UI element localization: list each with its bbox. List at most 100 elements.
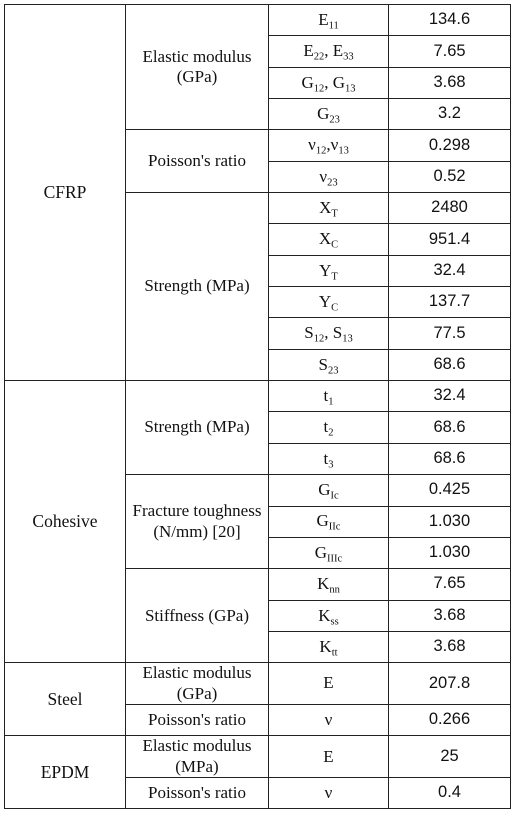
material-group-epdm: EPDM [4, 735, 126, 810]
symbol-base: E [332, 41, 344, 61]
property-value: 0.266 [388, 703, 511, 737]
property-symbol: GIIc [268, 505, 389, 538]
property-value: 68.6 [388, 411, 511, 444]
property-value: 68.6 [388, 348, 511, 382]
property-category: Poisson's ratio [125, 703, 269, 737]
symbol-subscript: 23 [327, 177, 338, 189]
property-category-label: Fracture toughness [132, 501, 262, 521]
symbol-subscript: 13 [345, 83, 356, 95]
property-category: Stiffness (GPa) [125, 568, 269, 664]
symbol-base: G [318, 480, 331, 500]
property-category-label: Elastic modulus [142, 663, 252, 683]
symbol-subscript: ss [330, 616, 339, 628]
symbol-subscript: 13 [342, 334, 353, 346]
table-row: ν23 0.52 [5, 160, 511, 194]
symbol-base: t [323, 417, 329, 437]
material-group-label: Cohesive [32, 511, 98, 532]
table-row: t3 68.6 [5, 442, 511, 476]
symbol-base: E [318, 9, 329, 29]
symbol-base: S [318, 354, 328, 374]
symbol-subscript: 2 [328, 428, 334, 440]
property-category: Elastic modulus (GPa) [125, 3, 269, 131]
symbol-text: , [324, 41, 333, 61]
symbol-base: Y [319, 260, 332, 280]
property-symbol: ν12,ν13 [268, 129, 389, 162]
table-row: Strength (MPa) XT 2480 [5, 192, 511, 382]
material-group-steel: Steel [4, 662, 126, 737]
table-row: XC 951.4 [5, 223, 511, 256]
symbol-text: , [324, 323, 333, 343]
table-row: YT 32.4 [5, 254, 511, 288]
symbol-subscript: C [331, 240, 339, 252]
property-symbol: S12, S13 [268, 317, 389, 350]
symbol-subscript: C [331, 302, 339, 314]
property-value: 0.4 [388, 777, 511, 810]
table-row: GIIIc 1.030 [5, 536, 511, 570]
symbol-base: G [317, 104, 330, 123]
symbol-base: G [314, 542, 328, 562]
property-value: 68.6 [388, 442, 511, 476]
table-row: Cohesive Strength (MPa) t1 32.4 [4, 380, 511, 664]
property-value: 1.030 [388, 505, 511, 538]
property-symbol: ν23 [268, 160, 389, 194]
symbol-text: ν [324, 783, 333, 803]
symbol-base: Y [318, 292, 332, 312]
property-value: 3.2 [388, 98, 511, 131]
table-row: Fracture toughness (N/mm) [20] GIc 0.425 [5, 474, 511, 570]
property-category-label: (GPa) [176, 67, 218, 87]
symbol-subscript: 23 [329, 114, 340, 126]
property-symbol: S23 [268, 348, 389, 382]
symbol-subscript: 12 [315, 146, 327, 158]
table-row: Steel Elastic modulus (GPa) E 207.8 [4, 662, 511, 737]
property-symbol: GIIIc [268, 536, 389, 570]
property-value: 25 [388, 735, 511, 779]
property-symbol: G23 [268, 98, 389, 131]
material-properties-table-container: CFRP Elastic modulus (GPa) E11 134.6 E22, E33… [4, 3, 511, 810]
property-category: Strength (MPa) [125, 192, 269, 382]
property-value: 7.65 [388, 35, 511, 68]
symbol-subscript: 12 [313, 334, 325, 346]
property-symbol: Kss [268, 599, 389, 632]
symbol-base: t [323, 448, 329, 468]
table-row: E22, E33 7.65 [5, 35, 511, 68]
symbol-subscript: tt [331, 647, 338, 659]
symbol-base: ν [330, 135, 339, 155]
symbol-text: E [323, 673, 334, 693]
symbol-subscript: 33 [343, 52, 354, 63]
symbol-base: K [317, 574, 330, 594]
table-row: Poisson's ratio ν12,ν13 0.298 [5, 129, 511, 194]
symbol-base: G [332, 72, 346, 92]
table-row: CFRP Elastic modulus (GPa) E11 134.6 [4, 3, 511, 382]
property-category-label: Poisson's ratio [148, 151, 246, 171]
property-category: Elastic modulus (MPa) [125, 735, 269, 779]
symbol-base: ν [308, 135, 316, 155]
symbol-text: , [326, 135, 331, 155]
material-group-label: Steel [47, 688, 83, 709]
property-category-label: (GPa) [176, 683, 218, 703]
symbol-subscript: 1 [328, 396, 334, 408]
property-category-label: Poisson's ratio [148, 709, 246, 729]
symbol-base: G [316, 511, 329, 531]
property-category-label: (N/mm) [20] [153, 521, 241, 541]
property-value: 1.030 [388, 536, 511, 570]
table-row: S12, S13 77.5 [5, 317, 511, 350]
property-symbol: GIc [268, 474, 389, 507]
symbol-base: K [319, 636, 332, 656]
property-symbol: YT [268, 254, 389, 288]
property-symbol: E22, E33 [268, 35, 389, 68]
material-group-cohesive: Cohesive [4, 380, 126, 664]
property-value: 32.4 [388, 380, 511, 413]
material-group-cfrp: CFRP [4, 3, 126, 382]
table-row: YC 137.7 [5, 286, 511, 319]
property-value: 77.5 [388, 317, 511, 350]
symbol-text: ν [324, 709, 333, 729]
table-row: Poisson's ratio ν 0.4 [5, 777, 511, 810]
property-value: 3.68 [388, 66, 511, 100]
property-symbol: t1 [268, 380, 389, 413]
symbol-base: G [301, 72, 314, 92]
symbol-subscript: 23 [327, 365, 339, 377]
property-value: 0.52 [388, 160, 511, 194]
property-category-label: Strength (MPa) [144, 276, 250, 296]
symbol-base: E [303, 41, 314, 61]
symbol-base: K [318, 605, 331, 625]
